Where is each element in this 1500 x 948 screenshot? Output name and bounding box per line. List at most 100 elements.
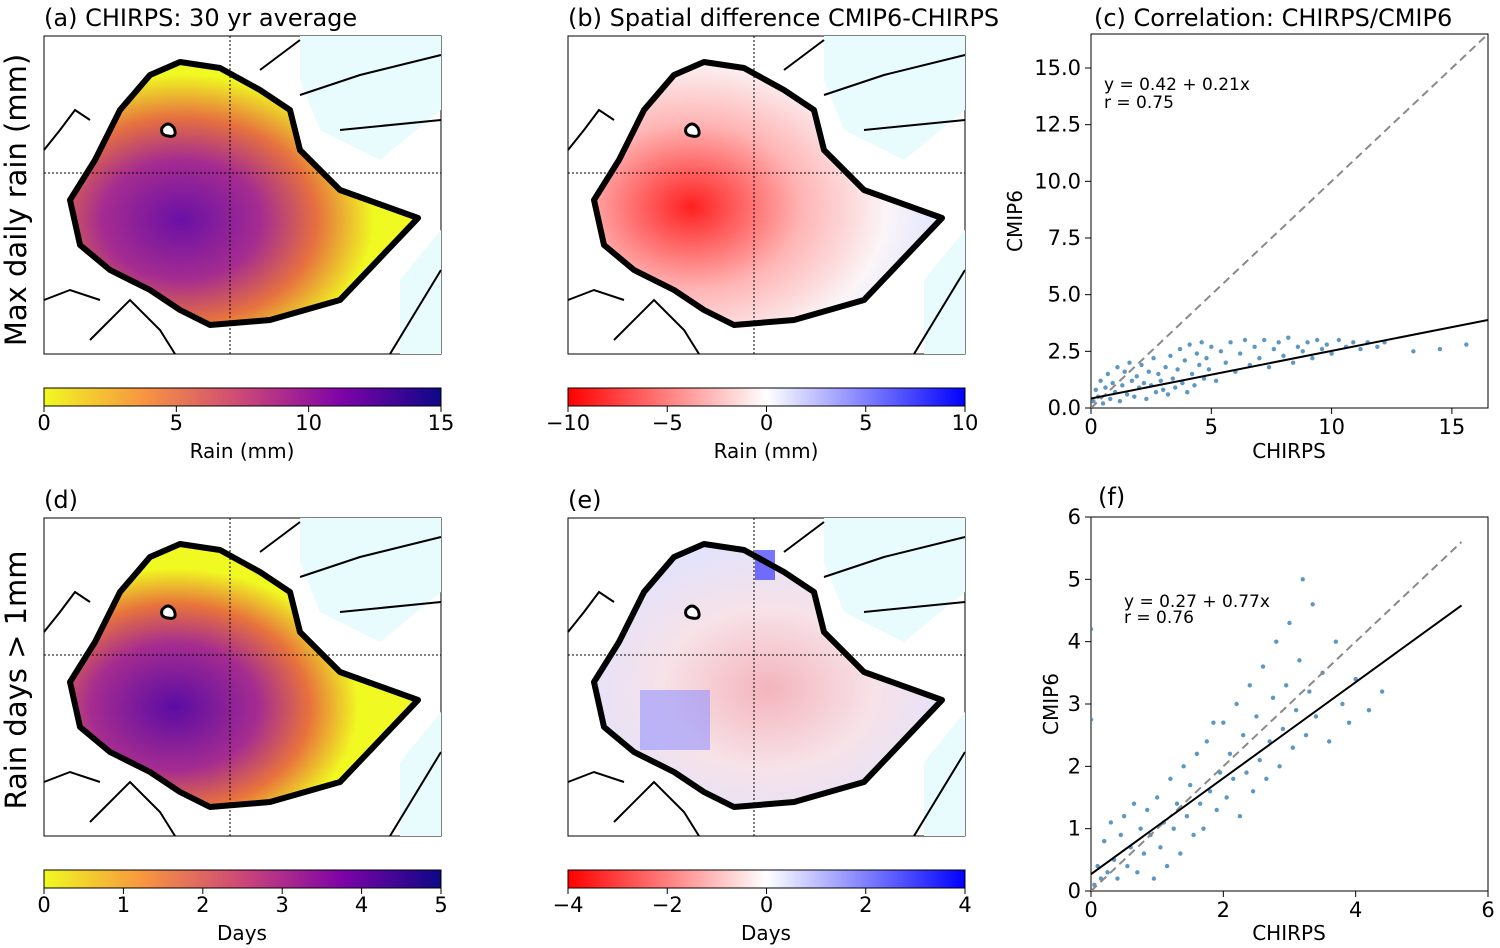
data-point [1290, 745, 1296, 750]
data-point [1177, 346, 1183, 352]
data-point [1134, 374, 1139, 379]
map-d-country-fill [70, 544, 418, 807]
scatter-c-equation: y = 0.42 + 0.21x [1104, 75, 1250, 95]
row-label-max-rain: Max daily rain (mm) [0, 54, 33, 346]
x-tick-label: 5 [1205, 415, 1218, 439]
colorbar-tick-label: 1 [117, 893, 130, 917]
data-point [1262, 337, 1267, 343]
data-point [1336, 337, 1342, 343]
map-d-title: (d) [44, 486, 78, 514]
data-point [1141, 380, 1147, 386]
row-label-rain-days: Rain days > 1mm [0, 550, 33, 809]
scatter-f-xlabel: CHIRPS [1252, 921, 1326, 945]
data-point [1223, 360, 1228, 365]
data-point [1192, 383, 1197, 388]
data-point [1125, 863, 1130, 869]
scatter-f-equation: y = 0.27 + 0.77x [1124, 592, 1270, 612]
map-a-country-fill [70, 62, 418, 325]
data-point [1103, 385, 1108, 390]
data-point [1110, 380, 1115, 386]
data-point [1115, 876, 1120, 881]
data-point [1201, 376, 1207, 381]
data-point [1213, 378, 1219, 383]
data-point [1185, 389, 1190, 395]
data-point [1174, 801, 1180, 806]
map-e-blue-patch [640, 690, 710, 750]
x-tick-label: 0 [1084, 898, 1097, 922]
data-point [1108, 396, 1113, 402]
data-point [1237, 351, 1243, 356]
map-b-title: (b) Spatial difference CMIP6-CHIRPS [568, 4, 999, 32]
data-point [1207, 789, 1213, 794]
data-point [1281, 353, 1286, 359]
map-a-lake [160, 122, 177, 138]
data-point [1189, 371, 1195, 377]
colorbar-tick-label: 0 [760, 893, 773, 917]
data-point [1209, 344, 1214, 349]
data-point [1145, 807, 1150, 813]
data-point [1146, 369, 1151, 374]
data-point [1184, 814, 1190, 819]
map-b [567, 35, 966, 355]
colorbar-tick-label: −4 [553, 893, 584, 917]
y-tick-label: 6 [1068, 505, 1081, 529]
data-point [1091, 627, 1094, 632]
scatter-f-title: (f) [1098, 483, 1125, 511]
colorbar-e-label: Days [741, 921, 791, 945]
data-point [1333, 639, 1339, 644]
scatter-c-xlabel: CHIRPS [1252, 439, 1326, 463]
y-tick-label: 15.0 [1034, 56, 1081, 80]
map-b-sea [824, 36, 965, 354]
y-tick-label: 7.5 [1048, 226, 1081, 250]
data-point [1274, 639, 1279, 644]
map-a-sea [300, 36, 441, 354]
data-point [1173, 385, 1178, 390]
scatter-c-axes [1090, 33, 1489, 409]
data-point [1257, 355, 1262, 361]
colorbar-tick-label: 2 [196, 893, 209, 917]
y-tick-label: 5.0 [1048, 283, 1081, 307]
data-point [1242, 337, 1248, 343]
data-point [1105, 870, 1110, 875]
scatter-f-axes [1090, 516, 1489, 892]
data-point [1124, 392, 1130, 397]
data-point [1188, 782, 1193, 788]
map-e [567, 517, 966, 837]
colorbar-tick-label: 0 [37, 411, 50, 435]
data-point [1340, 701, 1345, 707]
data-point [1197, 801, 1203, 806]
scatter-c-r: r = 0.75 [1104, 93, 1174, 113]
data-point [1307, 689, 1312, 694]
data-point [1295, 344, 1301, 349]
data-point [1329, 351, 1334, 356]
map-a-title: (a) CHIRPS: 30 yr average [44, 4, 357, 32]
colorbar-tick-label: 10 [952, 411, 979, 435]
data-point [1366, 708, 1372, 713]
data-point [1286, 335, 1291, 340]
data-point [1227, 751, 1233, 757]
map-e-sea [824, 518, 965, 836]
map-b-country-fill [594, 62, 942, 325]
y-tick-label: 10.0 [1034, 169, 1081, 193]
fit-line [1091, 604, 1463, 875]
data-point [1199, 340, 1204, 345]
colorbar-b: −10 −5 0 5 10 Rain (mm) [546, 387, 979, 463]
y-tick-label: 4 [1068, 630, 1081, 654]
scatter-c-title: (c) Correlation: CHIRPS/CMIP6 [1094, 4, 1452, 32]
colorbar-a-label: Rain (mm) [190, 439, 295, 463]
data-point [1160, 387, 1166, 393]
data-point [1276, 340, 1281, 345]
data-point [1120, 383, 1125, 388]
data-point [1131, 801, 1137, 806]
data-point [1156, 371, 1161, 377]
data-point [1168, 353, 1173, 359]
data-point [1297, 658, 1302, 663]
data-point [1351, 340, 1356, 345]
data-point [1247, 683, 1253, 688]
data-point [1206, 367, 1212, 372]
data-point [1231, 776, 1236, 781]
scatter-c-ylabel: CMIP6 [1003, 190, 1027, 252]
colorbar-tick-label: 0 [760, 411, 773, 435]
data-point [1171, 826, 1176, 831]
scatter-f-ylabel: CMIP6 [1039, 673, 1063, 735]
